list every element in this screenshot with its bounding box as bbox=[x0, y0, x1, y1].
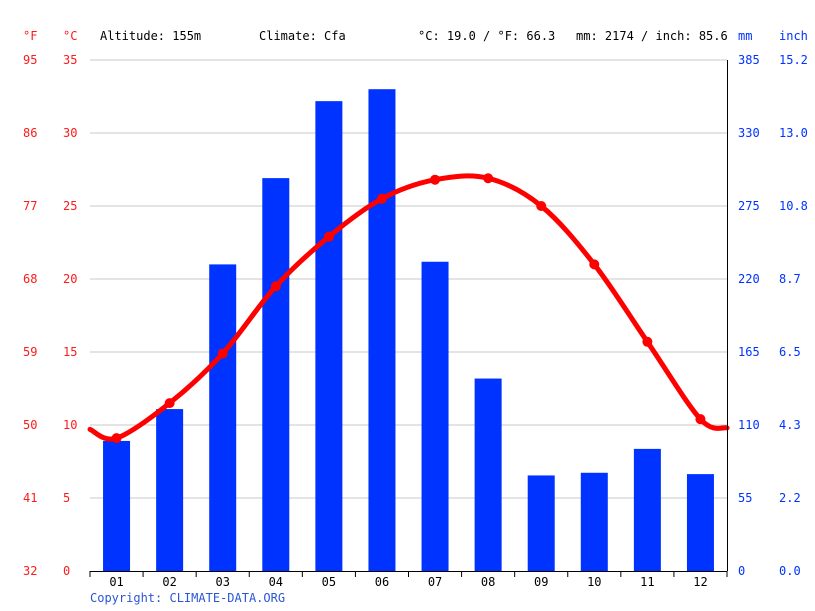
unit-fahrenheit: °F bbox=[23, 29, 37, 43]
f-tick-label: 86 bbox=[23, 126, 37, 140]
precip-bar bbox=[421, 261, 449, 571]
inch-tick-label: 15.2 bbox=[779, 53, 808, 67]
month-label: 02 bbox=[162, 575, 176, 589]
temperature-point bbox=[164, 398, 175, 409]
temperature-line bbox=[87, 173, 730, 444]
month-label: 06 bbox=[375, 575, 389, 589]
axis-labels: 95 35 385 15.2 86 30 330 13.0 77 25 275 10.8 68 20 220… bbox=[23, 53, 808, 589]
month-label: 03 bbox=[215, 575, 229, 589]
c-tick-label: 25 bbox=[63, 199, 77, 213]
month-label: 09 bbox=[534, 575, 548, 589]
precip-bar bbox=[474, 378, 502, 571]
temperature-point bbox=[642, 336, 653, 347]
mm-tick-label: 165 bbox=[738, 345, 760, 359]
f-tick-label: 50 bbox=[23, 418, 37, 432]
mm-tick-label: 55 bbox=[738, 491, 752, 505]
c-tick-label: 35 bbox=[63, 53, 77, 67]
precipitation-bars bbox=[103, 89, 714, 572]
precip-bar bbox=[580, 472, 608, 571]
unit-inch: inch bbox=[779, 29, 808, 43]
month-label: 10 bbox=[587, 575, 601, 589]
f-tick-label: 95 bbox=[23, 53, 37, 67]
month-label: 08 bbox=[481, 575, 495, 589]
c-tick-label: 15 bbox=[63, 345, 77, 359]
mm-tick-label: 330 bbox=[738, 126, 760, 140]
temperature-point bbox=[589, 259, 600, 270]
f-tick-label: 32 bbox=[23, 564, 37, 578]
temperature-point bbox=[536, 201, 547, 211]
temperature-point bbox=[323, 231, 334, 242]
month-label: 07 bbox=[428, 575, 442, 589]
mm-tick-label: 220 bbox=[738, 272, 760, 286]
c-tick-label: 30 bbox=[63, 126, 77, 140]
unit-mm: mm bbox=[738, 29, 752, 43]
inch-tick-label: 4.3 bbox=[779, 418, 801, 432]
month-label: 12 bbox=[693, 575, 707, 589]
mm-tick-label: 275 bbox=[738, 199, 760, 213]
c-tick-label: 20 bbox=[63, 272, 77, 286]
gridlines bbox=[90, 59, 727, 499]
avg-temp-label: °C: 19.0 / °F: 66.3 bbox=[418, 29, 555, 43]
copyright: Copyright: CLIMATE-DATA.ORG bbox=[90, 591, 286, 605]
climate-label: Climate: Cfa bbox=[259, 29, 346, 43]
month-label: 11 bbox=[640, 575, 654, 589]
temperature-point bbox=[483, 173, 494, 184]
precip-bar bbox=[686, 474, 714, 571]
temperature-point bbox=[111, 433, 122, 444]
precip-bar bbox=[315, 101, 343, 572]
inch-tick-label: 10.8 bbox=[779, 199, 808, 213]
precip-bar bbox=[156, 409, 184, 571]
temperature-point bbox=[270, 281, 281, 292]
temperature-point bbox=[695, 414, 706, 425]
precip-bar bbox=[368, 89, 396, 571]
axes bbox=[89, 60, 728, 577]
precip-bar bbox=[103, 440, 131, 571]
mm-tick-label: 110 bbox=[738, 418, 760, 432]
month-label: 04 bbox=[269, 575, 283, 589]
mm-tick-label: 385 bbox=[738, 53, 760, 67]
f-tick-label: 41 bbox=[23, 491, 37, 505]
precip-bar bbox=[262, 178, 290, 572]
total-precip-label: mm: 2174 / inch: 85.6 bbox=[576, 29, 728, 43]
temperature-curve bbox=[87, 173, 730, 442]
inch-tick-label: 0.0 bbox=[779, 564, 801, 578]
precip-bar bbox=[527, 475, 555, 571]
precip-bar bbox=[209, 264, 237, 571]
temperature-point bbox=[217, 348, 228, 359]
f-tick-label: 59 bbox=[23, 345, 37, 359]
c-tick-label: 5 bbox=[63, 491, 70, 505]
altitude-label: Altitude: 155m bbox=[100, 29, 201, 43]
f-tick-label: 68 bbox=[23, 272, 37, 286]
inch-tick-label: 13.0 bbox=[779, 126, 808, 140]
temperature-point bbox=[376, 193, 387, 204]
c-tick-label: 0 bbox=[63, 564, 70, 578]
month-label: 01 bbox=[109, 575, 123, 589]
c-tick-label: 10 bbox=[63, 418, 77, 432]
unit-celsius: °C bbox=[63, 29, 77, 43]
month-label: 05 bbox=[322, 575, 336, 589]
inch-tick-label: 6.5 bbox=[779, 345, 801, 359]
precip-bar bbox=[633, 448, 661, 571]
temperature-point bbox=[430, 174, 441, 185]
inch-tick-label: 2.2 bbox=[779, 491, 801, 505]
mm-tick-label: 0 bbox=[738, 564, 745, 578]
f-tick-label: 77 bbox=[23, 199, 37, 213]
inch-tick-label: 8.7 bbox=[779, 272, 801, 286]
